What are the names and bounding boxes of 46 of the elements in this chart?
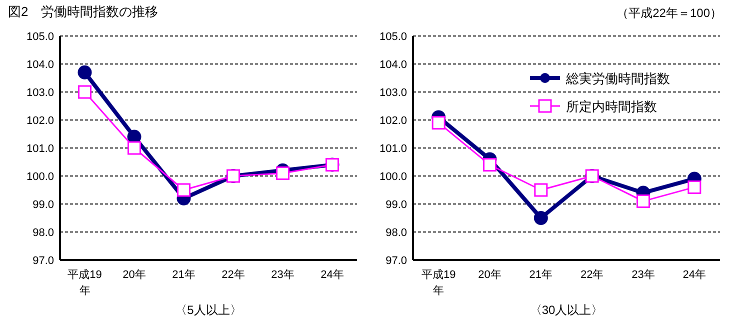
- point: [534, 183, 548, 197]
- y-tick-label: 98.0: [386, 227, 407, 239]
- point: [276, 166, 290, 180]
- x-tick-label: 20年: [122, 269, 146, 281]
- x-tick-label: 平成19年: [421, 268, 456, 297]
- y-tick-label: 102.0: [26, 115, 54, 127]
- x-tick-label: 22年: [580, 269, 604, 281]
- y-tick-label: 103.0: [26, 87, 54, 99]
- x-tick-label: 22年: [222, 269, 245, 281]
- point: [636, 194, 650, 208]
- y-tick-label: 105.0: [26, 31, 54, 43]
- x-tick-label: 21年: [529, 269, 553, 281]
- y-tick-label: 100.0: [379, 171, 407, 183]
- point: [177, 183, 190, 197]
- y-tick-label: 104.0: [26, 59, 54, 71]
- x-axis-title: 〈5人以上〉: [175, 303, 242, 317]
- text: （平成22年＝100）: [616, 6, 722, 20]
- x-tick-label: 24年: [682, 269, 706, 281]
- y-tick-label: 100.0: [26, 171, 54, 183]
- point: [483, 158, 496, 172]
- y-tick-label: 99.0: [32, 199, 54, 211]
- y-tick-label: 103.0: [379, 87, 407, 99]
- x-tick-label: 20年: [478, 269, 502, 281]
- chart-title: 図2 労働時間指数の推移: [8, 4, 158, 19]
- x-tick-label: 平成19年: [68, 268, 102, 297]
- y-tick-label: 104.0: [379, 59, 407, 71]
- point: [432, 116, 446, 130]
- y-tick-label: 101.0: [26, 143, 54, 155]
- legend-label: 所定内時間指数: [566, 99, 657, 114]
- y-tick-label: 102.0: [379, 115, 407, 127]
- point: [128, 141, 141, 155]
- y-tick-label: 101.0: [379, 143, 407, 155]
- y-tick-label: 97.0: [32, 255, 54, 267]
- legend-label: 総実労働時間指数: [565, 71, 670, 86]
- point: [688, 180, 702, 194]
- point: [78, 65, 92, 80]
- y-tick-label: 105.0: [379, 31, 407, 43]
- x-axis-title: 〈30人以上〉: [530, 303, 604, 317]
- y-tick-label: 99.0: [386, 199, 407, 211]
- y-tick-label: 97.0: [386, 255, 407, 267]
- x-tick-label: 23年: [632, 269, 655, 281]
- x-tick-label: 24年: [320, 269, 344, 281]
- point: [534, 211, 548, 225]
- x-tick-label: 21年: [172, 269, 196, 281]
- y-tick-label: 98.0: [32, 227, 54, 239]
- x-tick-label: 23年: [271, 269, 294, 281]
